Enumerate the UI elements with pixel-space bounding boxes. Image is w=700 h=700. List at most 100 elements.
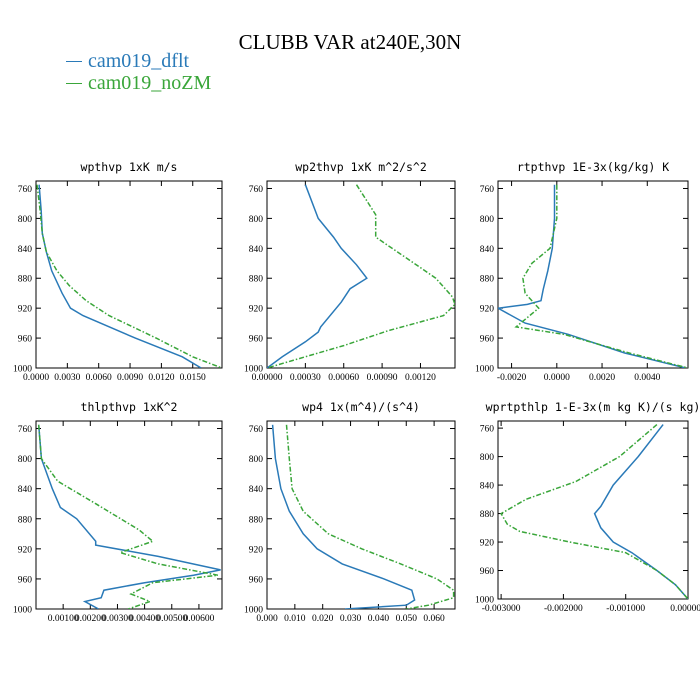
y-tick-label: 840	[18, 245, 33, 255]
y-tick-label: 880	[480, 510, 495, 520]
figure-title: CLUBB VAR at240E,30N	[238, 30, 462, 54]
x-tick-label: 0.040	[368, 614, 390, 624]
x-tick-label: 0.010	[284, 614, 306, 624]
y-tick-label: 840	[249, 245, 264, 255]
x-tick-label: -0.001000	[606, 604, 645, 614]
series-line-nozm	[267, 184, 455, 368]
panel-title: wp4 1x(m^4)/(s^4)	[302, 400, 420, 414]
x-tick-label: 0.00300	[102, 614, 133, 624]
x-tick-label: 0.0040	[634, 373, 660, 383]
y-tick-label: 800	[480, 215, 495, 225]
x-tick-label: -0.002000	[544, 604, 583, 614]
y-tick-label: 960	[249, 575, 264, 585]
y-tick-label: 760	[18, 185, 33, 195]
x-tick-label: 0.050	[396, 614, 418, 624]
x-tick-label: 0.000	[256, 614, 278, 624]
y-tick-label: 920	[480, 539, 495, 549]
x-tick-label: 0.0150	[180, 373, 206, 383]
panel-title: thlpthvp 1xK^2	[81, 400, 178, 414]
series-line-dflt	[38, 184, 202, 368]
x-tick-label: -0.0020	[497, 373, 527, 383]
x-tick-label: 0.00000	[252, 373, 283, 383]
legend-label-nozm: cam019_noZM	[88, 71, 212, 94]
y-tick-label: 800	[18, 215, 33, 225]
panel-title: wpthvp 1xK m/s	[81, 160, 178, 174]
series-line-dflt	[37, 424, 221, 609]
panel-2: wp2thvp 1xK m^2/s^2 760 800 840 880 920 960 100…	[244, 160, 456, 383]
series-line-dflt	[271, 424, 416, 609]
x-tick-label: 0.0060	[86, 373, 112, 383]
panel-title: rtpthvp 1E-3x(kg/kg) K	[517, 160, 669, 174]
series-line-dflt	[267, 184, 368, 368]
y-tick-label: 1000	[244, 365, 263, 375]
panel-4: thlpthvp 1xK^2 760 800 840 880 920 960 1000 0.00…	[13, 400, 223, 624]
y-tick-label: 760	[480, 185, 495, 195]
series-line-dflt	[593, 424, 688, 599]
y-tick-label: 760	[249, 425, 264, 435]
y-tick-label: 800	[18, 455, 33, 465]
x-tick-label: 0.00200	[75, 614, 106, 624]
plot-frame	[266, 180, 456, 369]
x-tick-label: 0.00030	[290, 373, 321, 383]
plot-frame	[497, 180, 689, 369]
y-tick-label: 1000	[13, 365, 32, 375]
plot-frame	[35, 420, 223, 610]
x-tick-label: 0.060	[423, 614, 445, 624]
x-tick-label: 0.00090	[367, 373, 398, 383]
legend-label-dflt: cam019_dflt	[88, 49, 190, 72]
y-tick-label: 920	[18, 305, 33, 315]
x-tick-label: 0.0030	[54, 373, 80, 383]
y-tick-label: 920	[249, 305, 264, 315]
plot-frame	[497, 420, 689, 600]
y-tick-label: 1000	[13, 606, 32, 616]
legend-swatch-nozm	[66, 82, 82, 84]
y-tick-label: 960	[480, 335, 495, 345]
y-tick-label: 840	[480, 245, 495, 255]
series-line-nozm	[37, 424, 219, 609]
y-tick-label: 840	[18, 485, 33, 495]
x-tick-label: 0.00120	[405, 373, 436, 383]
y-tick-label: 840	[480, 482, 495, 492]
y-tick-label: 960	[480, 567, 495, 577]
x-tick-label: 0.00600	[183, 614, 214, 624]
y-tick-label: 920	[18, 545, 33, 555]
x-tick-label: 0.00060	[328, 373, 359, 383]
x-tick-label: 0.0090	[117, 373, 143, 383]
legend-item-nozm: cam019_noZM	[66, 72, 211, 94]
series-line-nozm	[36, 184, 222, 368]
x-tick-label: -0.003000	[482, 604, 521, 614]
y-tick-label: 1000	[244, 606, 263, 616]
plot-frame	[266, 420, 456, 610]
series-line-nozm	[500, 424, 688, 599]
y-tick-label: 1000	[475, 596, 494, 606]
y-tick-label: 800	[249, 215, 264, 225]
y-tick-label: 960	[18, 335, 33, 345]
y-tick-label: 880	[18, 515, 33, 525]
panel-title: wp2thvp 1xK m^2/s^2	[295, 160, 427, 174]
y-tick-label: 920	[249, 545, 264, 555]
series-line-nozm	[514, 184, 688, 368]
x-tick-label: 0.0000	[544, 373, 570, 383]
panel-5: wp4 1x(m^4)/(s^4)76080084088092096010000…	[244, 400, 456, 624]
x-tick-label: 0.0120	[148, 373, 174, 383]
plot-frame	[35, 180, 223, 369]
x-tick-label: 0.0000	[23, 373, 49, 383]
y-tick-label: 1000	[475, 365, 494, 375]
x-tick-label: 0.00100	[48, 614, 79, 624]
y-tick-label: 760	[18, 425, 33, 435]
y-tick-label: 920	[480, 305, 495, 315]
series-line-dflt	[498, 184, 686, 368]
legend-item-dflt: cam019_dflt	[66, 50, 211, 72]
y-tick-label: 960	[18, 575, 33, 585]
y-tick-label: 760	[480, 425, 495, 435]
y-tick-label: 880	[249, 515, 264, 525]
y-tick-label: 840	[249, 485, 264, 495]
panel-1: wpthvp 1xK m/s76080084088092096010000.00…	[13, 160, 223, 383]
panel-6: wprtpthlp 1-E-3x(m kg K)/(s kg) 760 800 840…	[475, 400, 700, 614]
y-tick-label: 760	[249, 185, 264, 195]
y-tick-label: 880	[249, 275, 264, 285]
panel-3: rtpthvp 1E-3x(kg/kg) K 760 800 840 880 920 960…	[475, 160, 689, 383]
y-tick-label: 880	[480, 275, 495, 285]
legend-swatch-dflt	[66, 60, 82, 62]
